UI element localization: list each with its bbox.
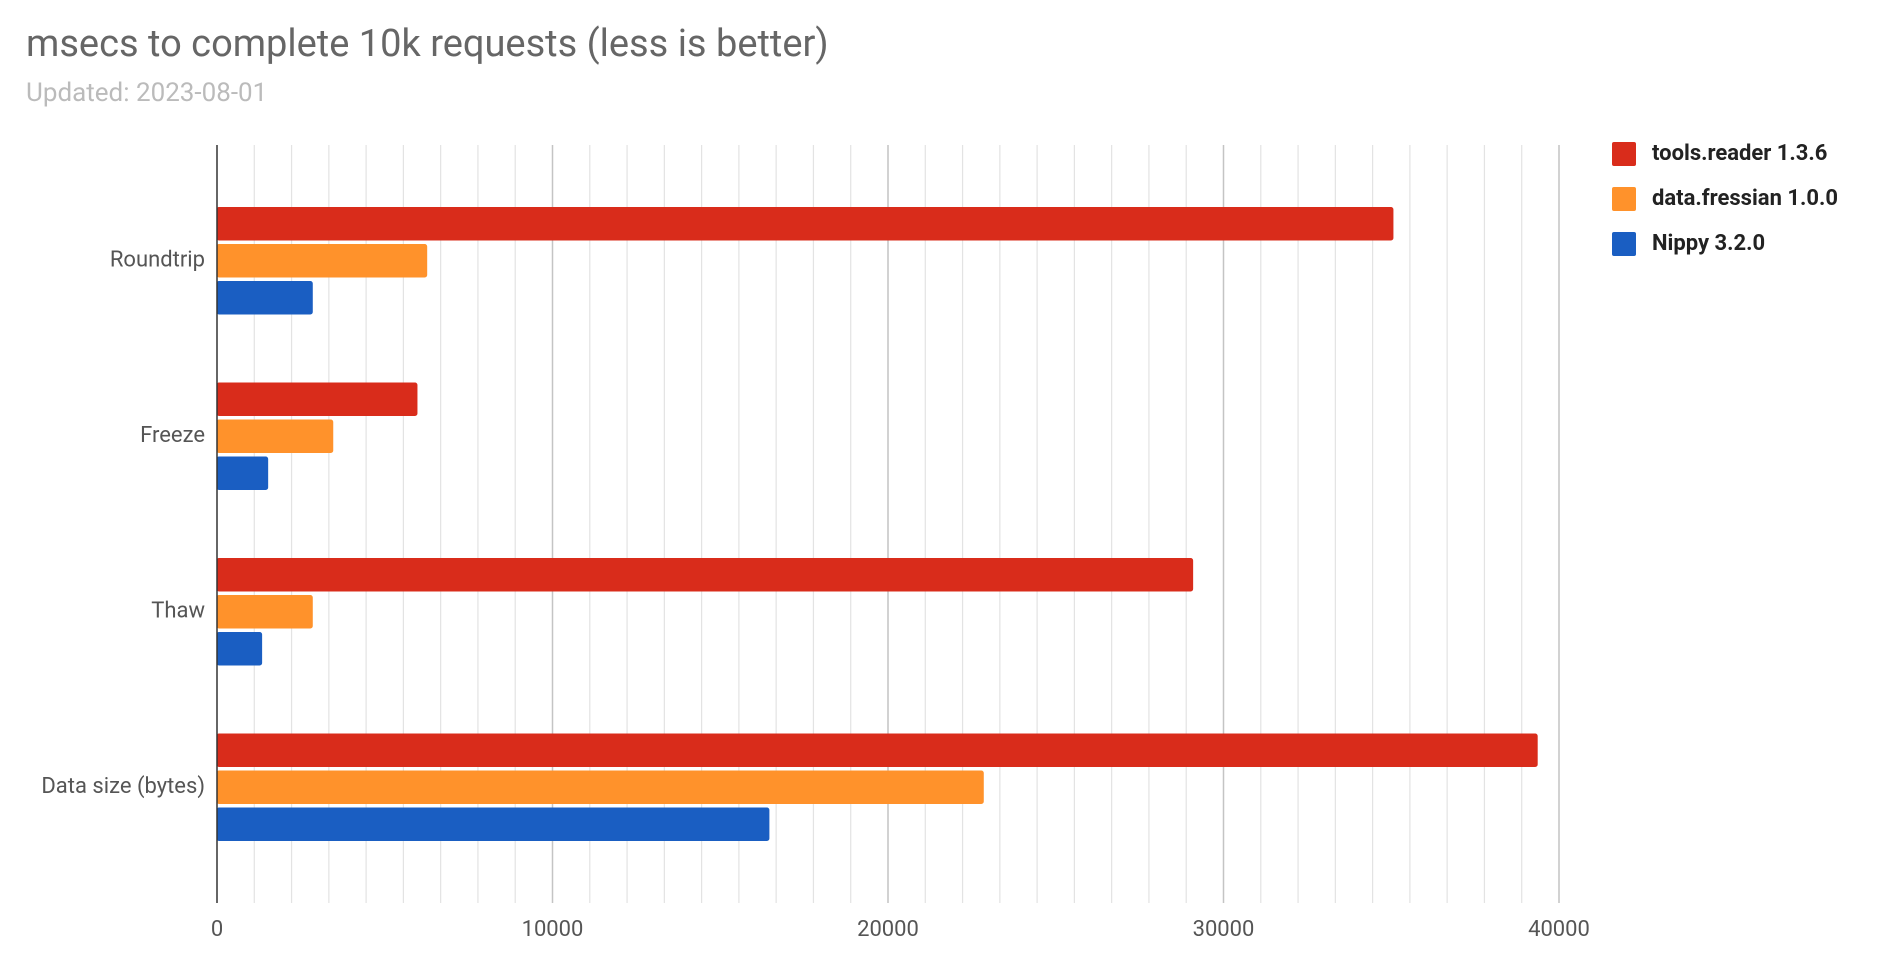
chart-subtitle: Updated: 2023-08-01 (26, 78, 267, 108)
chart-title: msecs to complete 10k requests (less is … (26, 22, 829, 66)
bar (216, 382, 418, 416)
bar (216, 595, 313, 629)
legend-label: tools.reader 1.3.6 (1652, 141, 1827, 166)
bar (216, 632, 263, 666)
bar (216, 456, 269, 490)
x-tick-label: 20000 (857, 917, 919, 942)
legend-swatch (1612, 142, 1636, 166)
bar (216, 733, 1538, 767)
legend-swatch (1612, 187, 1636, 211)
legend-label: data.fressian 1.0.0 (1652, 186, 1838, 211)
y-tick-label: Freeze (140, 423, 205, 448)
x-tick-label: 40000 (1528, 917, 1590, 942)
legend-label: Nippy 3.2.0 (1652, 231, 1765, 256)
y-tick-label: Data size (bytes) (41, 774, 205, 799)
bar (216, 770, 984, 804)
y-tick-label: Roundtrip (110, 248, 205, 273)
bar (216, 207, 1394, 241)
bar (216, 558, 1194, 592)
bar (216, 244, 428, 278)
legend-swatch (1612, 232, 1636, 256)
x-tick-label: 10000 (522, 917, 584, 942)
bar (216, 281, 313, 315)
bar (216, 807, 770, 841)
bar (216, 419, 334, 453)
x-tick-label: 30000 (1193, 917, 1255, 942)
y-tick-label: Thaw (151, 599, 205, 624)
x-tick-label: 0 (211, 917, 223, 942)
